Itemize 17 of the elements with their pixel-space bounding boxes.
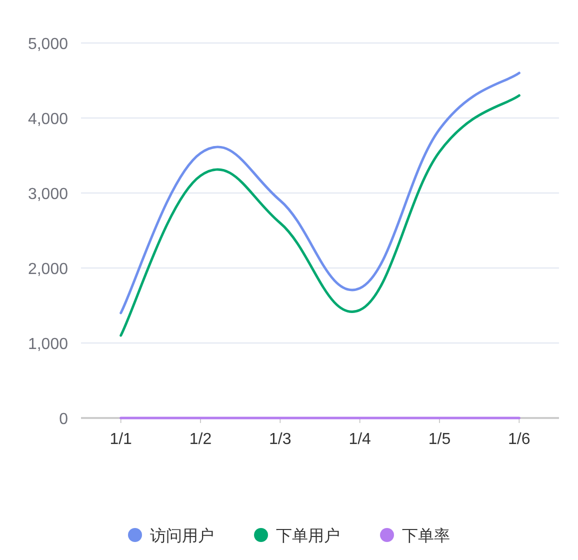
line-series — [120, 72, 520, 314]
y-tick-label: 2,000 — [28, 261, 68, 278]
y-tick-label: 5,000 — [28, 36, 68, 53]
x-tick-label: 1/3 — [269, 431, 292, 448]
x-tick-label: 1/4 — [348, 431, 372, 448]
x-tick-label: 1/6 — [508, 431, 530, 448]
y-tick-label: 1,000 — [28, 336, 68, 353]
line-series — [120, 94, 520, 337]
legend-label: 下单用户 — [276, 527, 340, 545]
y-tick-label: 3,000 — [28, 186, 68, 203]
x-tick-label: 1/1 — [110, 431, 132, 448]
x-tick-label: 1/5 — [428, 431, 451, 448]
x-tick-label: 1/2 — [189, 431, 212, 448]
legend-label: 下单率 — [402, 527, 450, 545]
legend-label: 访问用户 — [150, 527, 214, 545]
y-tick-label: 4,000 — [28, 111, 68, 128]
y-tick-label: 0 — [59, 411, 68, 428]
